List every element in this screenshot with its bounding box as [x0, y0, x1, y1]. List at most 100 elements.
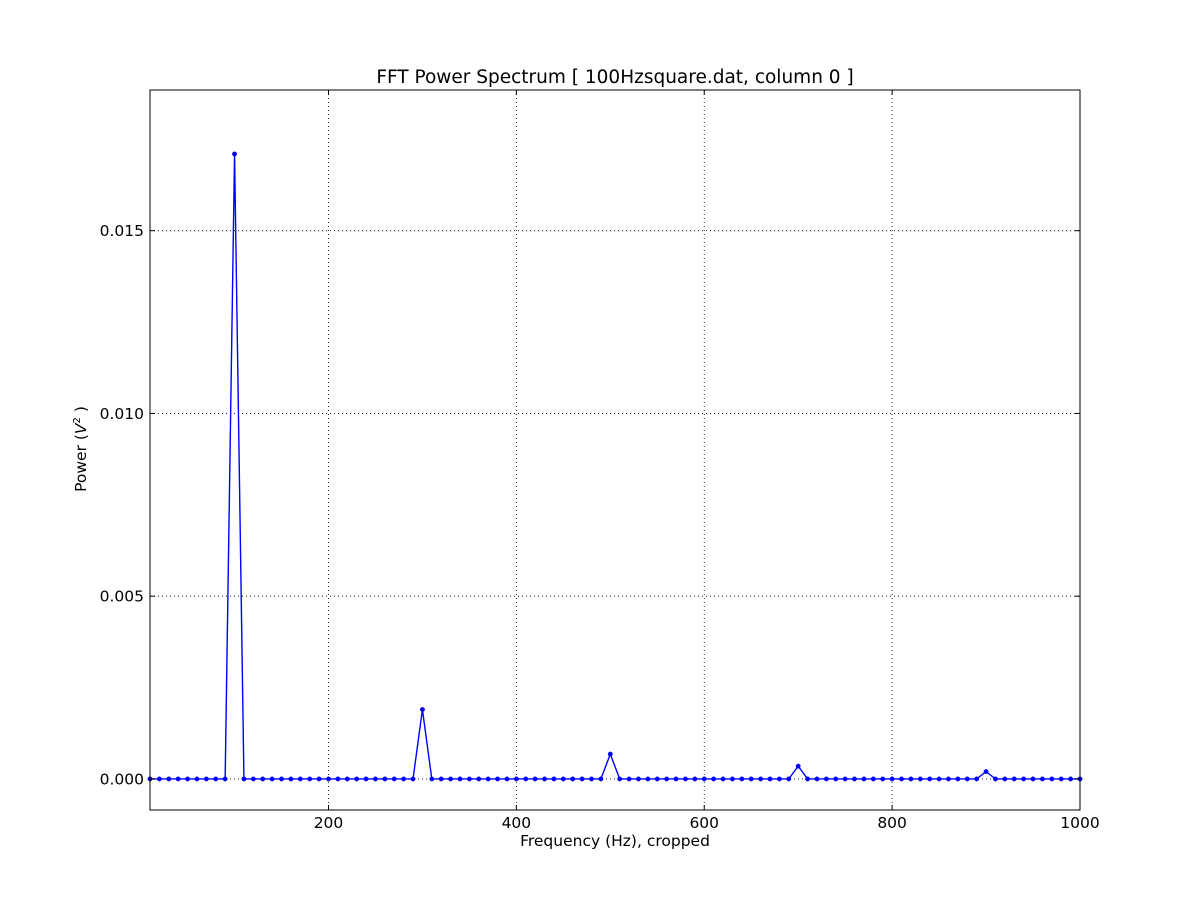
data-point	[401, 776, 407, 782]
data-point	[513, 776, 519, 782]
data-point	[617, 776, 623, 782]
plot-area	[150, 90, 1080, 810]
data-point	[692, 776, 698, 782]
y-axis-label-exponent: 2	[72, 417, 83, 423]
data-point	[175, 776, 181, 782]
y-tick-label: 0.005	[100, 588, 144, 606]
data-point	[814, 776, 820, 782]
data-point	[363, 776, 369, 782]
data-point	[607, 751, 613, 757]
data-point	[485, 776, 491, 782]
chart-title: FFT Power Spectrum [ 100Hzsquare.dat, co…	[376, 67, 853, 88]
data-point	[419, 707, 425, 712]
data-point	[805, 776, 811, 782]
y-axis-label-unit: V	[72, 422, 90, 434]
data-point	[589, 776, 594, 782]
data-point	[823, 776, 829, 782]
data-point	[1049, 776, 1055, 782]
data-point	[833, 776, 839, 782]
data-point	[316, 776, 322, 782]
data-point	[504, 776, 510, 782]
data-point	[1002, 776, 1008, 782]
data-point	[523, 776, 529, 782]
grid	[150, 90, 1081, 810]
data-point	[335, 776, 341, 782]
data-point	[194, 776, 200, 782]
data-point	[156, 776, 162, 782]
data-point	[260, 776, 266, 782]
data-point	[776, 776, 782, 782]
data-point	[664, 776, 670, 782]
axes-frame	[149, 89, 1081, 811]
data-point	[307, 776, 313, 782]
data-point	[1011, 776, 1017, 782]
data-point	[532, 776, 538, 782]
data-point	[297, 776, 303, 782]
data-point	[899, 776, 904, 782]
data-point	[964, 776, 970, 782]
data-point	[476, 776, 482, 782]
data-point	[269, 776, 275, 782]
x-tick-label: 800	[877, 814, 907, 832]
x-tick-label: 200	[314, 814, 344, 832]
data-point	[570, 776, 576, 782]
data-point	[701, 776, 707, 782]
data-point	[551, 776, 557, 782]
data-point	[166, 776, 172, 782]
data-point	[852, 776, 857, 782]
data-point	[1021, 776, 1027, 782]
data-point	[673, 776, 679, 782]
data-point	[654, 776, 660, 782]
data-point	[936, 776, 942, 782]
data-point	[213, 776, 219, 782]
data-point	[917, 776, 923, 782]
data-point	[636, 776, 641, 782]
series-layer	[147, 151, 1083, 782]
data-point	[842, 776, 848, 782]
data-point	[288, 776, 294, 782]
data-point	[683, 776, 688, 782]
data-point	[739, 776, 745, 782]
data-point	[466, 776, 472, 782]
y-tick-label: 0.015	[100, 222, 144, 240]
data-point	[542, 776, 547, 782]
data-point	[373, 776, 378, 782]
data-point	[795, 763, 801, 769]
data-point	[1068, 776, 1074, 782]
data-point	[429, 776, 435, 782]
y-tick-label: 0.000	[100, 770, 144, 788]
data-point	[786, 776, 792, 782]
data-point	[711, 776, 717, 782]
data-point	[645, 776, 651, 782]
data-point	[720, 776, 726, 782]
data-point	[1058, 776, 1064, 782]
data-point	[326, 776, 331, 782]
data-point	[1039, 776, 1045, 782]
data-point	[870, 776, 876, 782]
x-tick-label: 400	[502, 814, 532, 832]
data-point	[626, 776, 632, 782]
data-point	[391, 776, 397, 782]
data-point	[438, 776, 444, 782]
data-point	[185, 776, 191, 782]
data-point	[993, 776, 998, 782]
x-tick-label: 1000	[1060, 814, 1099, 832]
data-point	[250, 776, 256, 782]
data-point	[448, 776, 454, 782]
data-point	[955, 776, 961, 782]
series-line	[150, 153, 1080, 780]
data-point	[908, 776, 914, 782]
data-point	[241, 776, 247, 782]
data-point	[880, 776, 886, 782]
data-point	[203, 776, 209, 782]
data-point	[767, 776, 773, 782]
data-point	[889, 776, 895, 782]
data-point	[748, 776, 754, 782]
y-axis-label-text: Power (	[72, 434, 90, 492]
data-point	[729, 776, 735, 782]
data-point	[598, 776, 604, 782]
data-point	[410, 776, 416, 782]
data-point	[946, 776, 951, 782]
data-point	[861, 776, 867, 782]
